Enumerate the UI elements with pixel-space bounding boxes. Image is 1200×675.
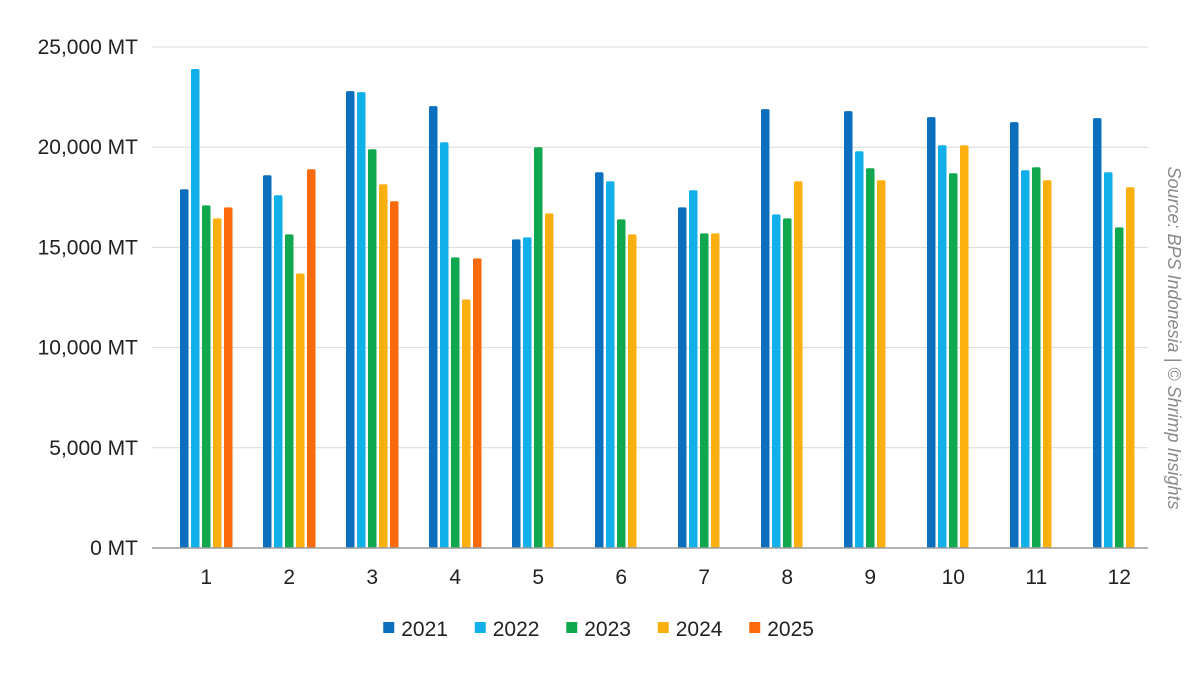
x-axis-ticks: 1 2 3 4 5 6 7 8 9 10 11 12 <box>200 566 1131 589</box>
bar-2024-month-12 <box>1126 187 1135 548</box>
gridlines <box>152 46 1148 449</box>
legend-item-2021: 2021 <box>383 618 448 641</box>
bar-2024-month-6 <box>628 234 637 548</box>
bar-2024-month-11 <box>1043 180 1052 549</box>
bar-2024-month-1 <box>213 218 222 549</box>
bar-2022-month-7 <box>689 190 698 548</box>
x-tick-label: 8 <box>781 566 793 589</box>
legend-item-2024: 2024 <box>657 618 723 641</box>
bar-2025-month-1 <box>224 207 233 548</box>
legend-swatch <box>383 622 395 633</box>
x-tick-label: 7 <box>698 566 710 589</box>
x-tick-label: 12 <box>1108 566 1131 589</box>
legend-label: 2024 <box>676 618 723 641</box>
bar-2022-month-1 <box>191 69 200 548</box>
bar-2023-month-11 <box>1032 167 1041 549</box>
bar-2021-month-1 <box>180 189 189 548</box>
bar-2021-month-5 <box>512 239 521 548</box>
bar-2021-month-4 <box>429 106 438 549</box>
bar-2024-month-2 <box>296 273 305 548</box>
bar-2021-month-9 <box>844 111 853 549</box>
bar-2021-month-12 <box>1093 118 1102 548</box>
y-tick-label: 5,000 MT <box>49 437 138 460</box>
bar-2021-month-11 <box>1010 122 1019 549</box>
bar-2025-month-3 <box>390 201 399 549</box>
bar-2023-month-1 <box>202 205 211 549</box>
legend-swatch <box>657 622 669 633</box>
bar-2024-month-4 <box>462 299 471 548</box>
bar-2023-month-6 <box>617 219 626 548</box>
x-tick-label: 4 <box>449 566 461 589</box>
x-tick-label: 9 <box>864 566 876 589</box>
x-tick-label: 2 <box>283 566 295 589</box>
legend: 2021 2022 2023 2024 2025 <box>383 618 814 641</box>
bar-2024-month-10 <box>960 145 969 549</box>
bar-2024-month-7 <box>711 233 720 548</box>
legend-label: 2023 <box>584 618 631 641</box>
bar-2023-month-7 <box>700 233 709 548</box>
legend-swatch <box>749 622 761 633</box>
bar-2022-month-10 <box>938 145 947 549</box>
bar-2022-month-8 <box>772 214 781 549</box>
bar-2023-month-2 <box>285 234 294 548</box>
x-tick-label: 5 <box>532 566 544 589</box>
bar-2023-month-12 <box>1115 227 1124 549</box>
y-tick-label: 0 MT <box>90 537 138 560</box>
bar-2021-month-3 <box>346 91 355 548</box>
legend-label: 2022 <box>493 618 540 641</box>
bar-2022-month-3 <box>357 92 366 548</box>
bar-2024-month-5 <box>545 213 554 548</box>
bar-2023-month-3 <box>368 149 377 549</box>
bar-2022-month-9 <box>855 151 864 548</box>
bar-2024-month-9 <box>877 180 886 549</box>
legend-item-2025: 2025 <box>749 618 814 641</box>
y-tick-label: 25,000 MT <box>38 36 139 59</box>
y-tick-label: 15,000 MT <box>38 236 139 259</box>
bar-2023-month-4 <box>451 257 460 548</box>
bar-2021-month-7 <box>678 207 687 548</box>
bar-2022-month-11 <box>1021 170 1030 548</box>
bar-2021-month-2 <box>263 175 272 549</box>
x-tick-label: 1 <box>200 566 212 589</box>
bars <box>180 69 1135 549</box>
x-tick-label: 11 <box>1025 566 1047 589</box>
legend-item-2023: 2023 <box>566 618 631 641</box>
legend-swatch <box>474 622 486 633</box>
bar-2023-month-8 <box>783 218 792 549</box>
y-tick-label: 20,000 MT <box>38 136 139 159</box>
bar-2025-month-2 <box>307 169 316 548</box>
bar-2022-month-2 <box>274 195 283 548</box>
legend-swatch <box>566 622 578 633</box>
bar-2022-month-12 <box>1104 172 1113 548</box>
bar-2022-month-6 <box>606 181 615 548</box>
x-tick-label: 6 <box>615 566 627 589</box>
x-tick-label: 10 <box>942 566 965 589</box>
legend-label: 2021 <box>401 618 448 641</box>
legend-item-2022: 2022 <box>474 618 540 641</box>
legend-label: 2025 <box>767 618 814 641</box>
bar-2023-month-5 <box>534 147 543 548</box>
source-note: Source: BPS Indonesia | © Shrimp Insight… <box>1164 166 1184 509</box>
bar-2022-month-5 <box>523 237 532 548</box>
bar-2022-month-4 <box>440 142 449 548</box>
y-tick-label: 10,000 MT <box>38 337 139 360</box>
bar-2023-month-9 <box>866 168 875 548</box>
bar-2021-month-8 <box>761 109 770 549</box>
bar-2025-month-4 <box>473 258 482 548</box>
bar-2023-month-10 <box>949 173 958 548</box>
x-tick-label: 3 <box>366 566 378 589</box>
y-axis-ticks: 0 MT 5,000 MT 10,000 MT 15,000 MT 20,000 MT 2… <box>38 36 139 560</box>
bar-2024-month-8 <box>794 181 803 548</box>
bar-2021-month-6 <box>595 172 604 548</box>
bar-2021-month-10 <box>927 117 936 548</box>
bar-2024-month-3 <box>379 184 388 549</box>
